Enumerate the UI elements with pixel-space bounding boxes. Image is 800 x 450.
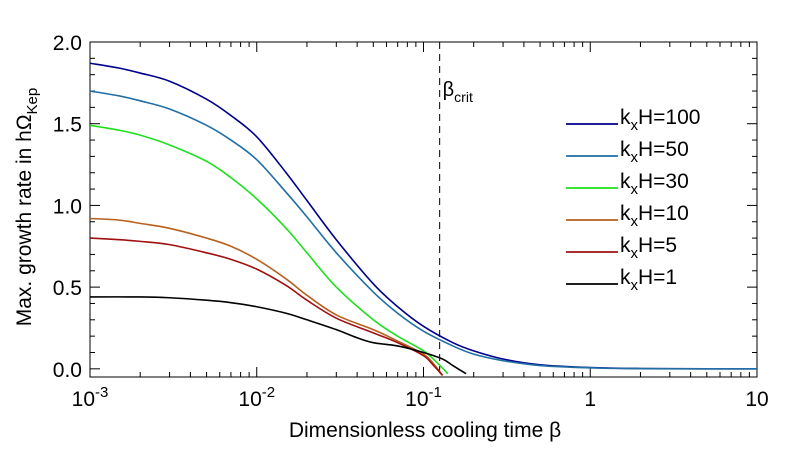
x-tick-label-base: 10 bbox=[238, 388, 261, 411]
beta-crit-symbol: β bbox=[443, 79, 455, 101]
legend-subscript: x bbox=[631, 245, 639, 262]
legend-subscript: x bbox=[631, 117, 639, 134]
series-line-1 bbox=[90, 90, 757, 370]
y-tick-label: 1.5 bbox=[53, 114, 82, 137]
x-tick-label-base: 10 bbox=[405, 388, 428, 411]
legend-k: k bbox=[620, 266, 631, 289]
legend-subscript: x bbox=[631, 213, 639, 230]
legend-label: kxH=5 bbox=[620, 234, 677, 262]
series-lines bbox=[90, 62, 757, 376]
x-tick-label: 1 bbox=[584, 388, 596, 411]
series-line-4 bbox=[90, 237, 444, 376]
legend-rest: H=50 bbox=[638, 138, 689, 161]
y-tick-label: 0.0 bbox=[53, 359, 82, 382]
y-axis-label-sub: Kep bbox=[24, 88, 41, 115]
legend-label: kxH=1 bbox=[620, 266, 677, 294]
legend-subscript: x bbox=[631, 181, 639, 198]
legend-rest: H=10 bbox=[638, 202, 689, 225]
legend-rest: H=5 bbox=[638, 234, 677, 257]
legend-label: kxH=50 bbox=[620, 138, 689, 166]
x-tick-label-exponent: -1 bbox=[429, 384, 442, 401]
x-tick-label-base: 10 bbox=[72, 388, 95, 411]
beta-crit-subscript: crit bbox=[454, 89, 473, 105]
beta-crit-annotation: βcrit bbox=[439, 42, 473, 377]
series-line-2 bbox=[90, 124, 449, 375]
legend-label: kxH=30 bbox=[620, 170, 689, 198]
legend-rest: H=1 bbox=[638, 266, 677, 289]
legend-label: kxH=10 bbox=[620, 202, 689, 230]
x-tick-label: 10 bbox=[745, 388, 768, 411]
x-axis-label: Dimensionless cooling time β bbox=[289, 419, 561, 442]
y-axis-label: Max. growth rate in hΩKep bbox=[13, 88, 41, 327]
legend-k: k bbox=[620, 138, 631, 161]
legend-k: k bbox=[620, 234, 631, 257]
x-tick-label-base: 1 bbox=[584, 388, 596, 411]
legend-subscript: x bbox=[631, 149, 639, 166]
y-tick-label: 1.0 bbox=[53, 195, 82, 218]
axis-ticks: 10-3 10-2 10-1 1 100.00.51.01.52.0 bbox=[53, 32, 769, 411]
y-tick-label: 2.0 bbox=[53, 32, 82, 55]
x-tick-label: 10-3 bbox=[72, 384, 109, 411]
y-axis-label-main: Max. growth rate in hΩ bbox=[13, 114, 36, 326]
x-tick-label: 10-2 bbox=[238, 384, 275, 411]
x-tick-label-base: 10 bbox=[745, 388, 768, 411]
legend-rest: H=100 bbox=[638, 106, 700, 129]
legend-k: k bbox=[620, 202, 631, 225]
x-tick-label: 10-1 bbox=[405, 384, 442, 411]
legend-k: k bbox=[620, 170, 631, 193]
series-line-5 bbox=[90, 296, 467, 375]
legend-k: k bbox=[620, 106, 631, 129]
legend-label: kxH=100 bbox=[620, 106, 700, 134]
legend-subscript: x bbox=[631, 277, 639, 294]
legend-rest: H=30 bbox=[638, 170, 689, 193]
y-tick-label: 0.5 bbox=[53, 277, 82, 300]
x-tick-label-exponent: -3 bbox=[95, 384, 108, 401]
beta-crit-label: βcrit bbox=[443, 79, 473, 105]
x-tick-label-exponent: -2 bbox=[262, 384, 275, 401]
